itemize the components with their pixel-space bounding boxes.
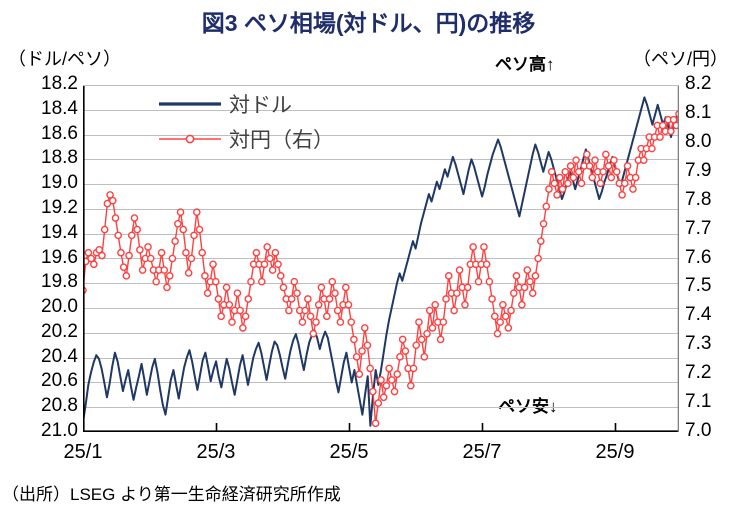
- right-axis-tick: 7.5: [685, 275, 712, 297]
- right-axis-tick: 7.2: [685, 362, 712, 384]
- source-note: （出所）LSEG より第一生命経済研究所作成: [2, 485, 341, 504]
- right-axis-tick: 7.6: [685, 246, 712, 268]
- legend-label: 対円（右）: [229, 129, 334, 152]
- left-axis-tick: 18.6: [41, 122, 78, 144]
- left-axis-tick: 20.6: [41, 370, 78, 392]
- right-axis-tick: 7.0: [685, 420, 712, 441]
- plot-area: 対ドル対円（右）: [83, 85, 679, 432]
- right-axis-tick: 7.1: [685, 391, 712, 413]
- legend-label: 対ドル: [229, 94, 292, 117]
- right-axis-tick: 8.2: [685, 73, 712, 94]
- series-jpy: [83, 110, 679, 428]
- right-axis-tick: 7.8: [685, 188, 712, 210]
- left-axis-tick: 20.2: [41, 320, 78, 342]
- plot-frame: [83, 85, 679, 432]
- legend-item-usd: 対ドル: [159, 94, 292, 117]
- left-axis-tick: 19.4: [41, 221, 78, 243]
- right-axis-tick: 7.7: [685, 217, 712, 239]
- legend-item-jpy: 対円（右）: [159, 129, 334, 152]
- series-layer: [83, 96, 679, 428]
- x-axis-tick: 25/5: [329, 441, 369, 463]
- annotation-peso-low: ペソ安↓: [498, 397, 558, 416]
- left-axis-tick: 18.2: [41, 73, 78, 94]
- x-axis-tick: 25/3: [196, 441, 236, 463]
- right-axis-tick: 7.3: [685, 333, 712, 355]
- right-axis-tick: 7.9: [685, 159, 712, 181]
- x-axis-tick: 25/1: [63, 441, 103, 463]
- left-axis-tick: 19.2: [41, 196, 78, 218]
- left-axis-tick: 19.8: [41, 271, 78, 293]
- right-axis-tick: 8.1: [685, 101, 712, 123]
- left-axis-tick: 20.0: [41, 296, 78, 318]
- left-axis-unit-label: （ドル/ペソ）: [8, 49, 122, 69]
- right-axis-tick: 8.0: [685, 130, 712, 152]
- right-axis-tick: 7.4: [685, 304, 712, 326]
- right-axis-tick-labels: 8.2 8.1 8.0 7.9 7.8 7.7 7.6 7.5 7.4 7.3 7.2 7.1 7.0: [679, 0, 737, 513]
- left-axis-tick: 19.6: [41, 246, 78, 268]
- left-axis-tick: 19.0: [41, 172, 78, 194]
- annotation-peso-high: ペソ高↑: [495, 55, 555, 74]
- x-axis-tick: 25/9: [595, 441, 635, 463]
- left-axis-tick-labels: 18.2 18.4 18.6 18.8 19.0 19.2 19.4 19.6 19.8 20.0…: [0, 0, 83, 513]
- chart-title: 図3 ペソ相場(対ドル、円)の推移: [201, 10, 536, 36]
- x-axis-tick: 25/7: [462, 441, 502, 463]
- right-axis-unit-label: （ペソ/円）: [633, 49, 729, 69]
- left-axis-tick: 21.0: [41, 420, 78, 441]
- left-axis-tick: 18.8: [41, 147, 78, 169]
- left-axis-tick: 20.8: [41, 395, 78, 417]
- left-axis-tick: 18.4: [41, 97, 78, 119]
- left-axis-tick: 20.4: [41, 345, 78, 367]
